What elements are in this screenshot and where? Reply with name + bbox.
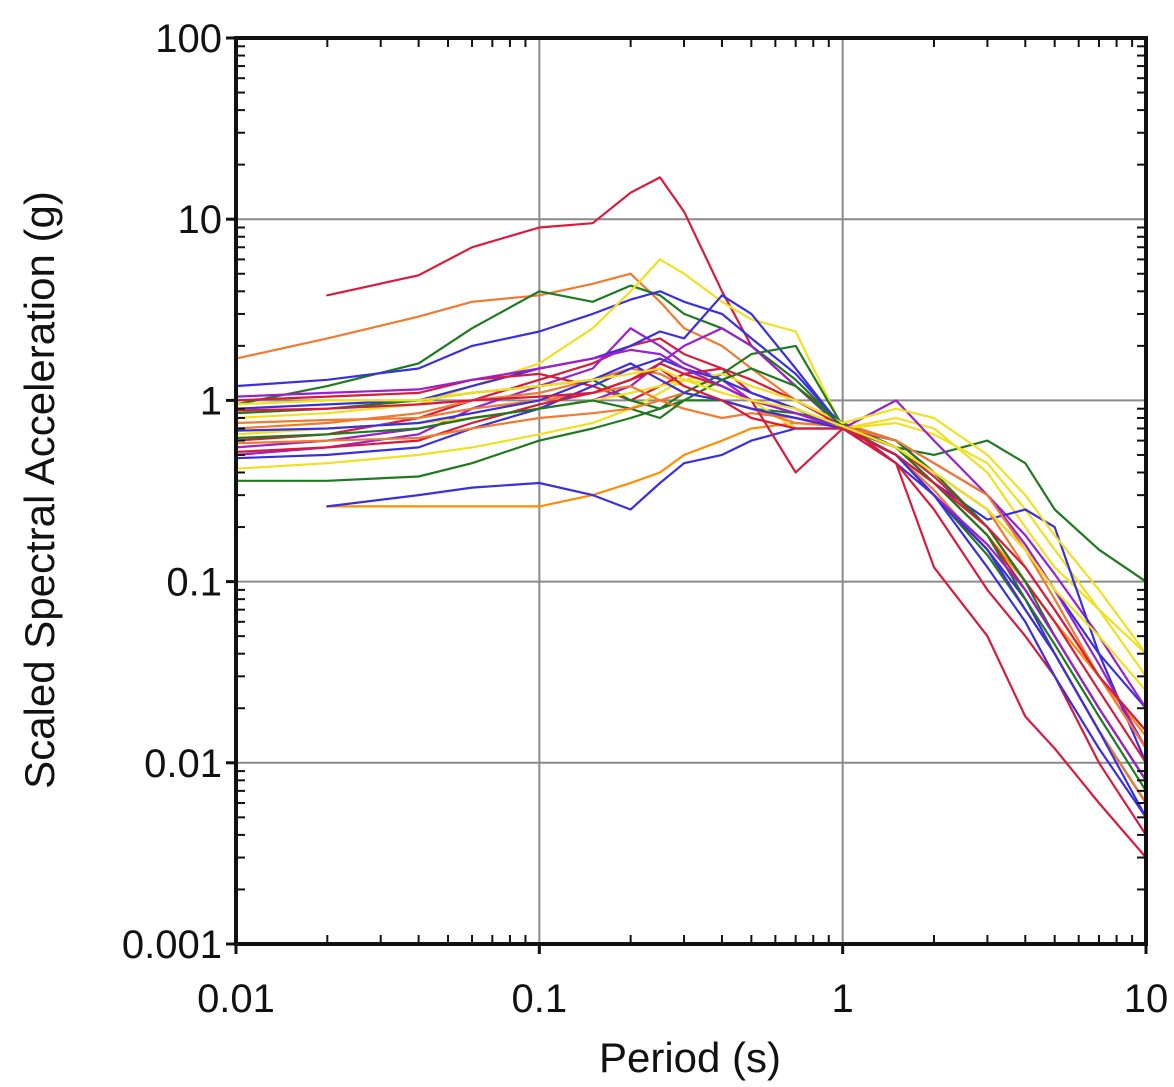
y-tick-label: 1	[200, 379, 222, 423]
x-tick-label: 10	[1124, 977, 1169, 1021]
x-tick-label: 1	[832, 977, 854, 1021]
x-tick-label: 0.1	[512, 977, 568, 1021]
y-tick-label: 100	[155, 17, 222, 61]
series-line-19	[234, 357, 1148, 819]
y-tick-label: 10	[178, 198, 223, 242]
series-line-1	[326, 176, 1148, 859]
series-line-25	[234, 367, 1148, 732]
plot-frame	[234, 36, 1148, 946]
y-tick-label: 0.01	[144, 742, 222, 786]
axis-layer: 0.01 0.1 1 10 0.001 0.01 0.1 1 10 100	[122, 17, 1168, 1021]
series-line-22	[234, 348, 1148, 782]
series-line-24	[234, 362, 1148, 819]
series-line-26	[234, 367, 1148, 692]
series-line-21	[234, 367, 1148, 792]
series-line-10	[234, 327, 1148, 710]
x-tick-label: 0.01	[197, 977, 275, 1021]
y-tick-label: 0.1	[166, 561, 222, 605]
series-line-8	[234, 258, 1148, 655]
series-line-18	[234, 385, 1148, 750]
series-layer	[234, 176, 1148, 859]
x-axis-label: Period (s)	[599, 1034, 781, 1081]
y-tick-label: 0.001	[122, 923, 222, 967]
y-axis-label: Scaled Spectral Acceleration (g)	[16, 191, 63, 789]
series-line-4	[326, 427, 1148, 805]
series-line-13	[234, 294, 1148, 764]
